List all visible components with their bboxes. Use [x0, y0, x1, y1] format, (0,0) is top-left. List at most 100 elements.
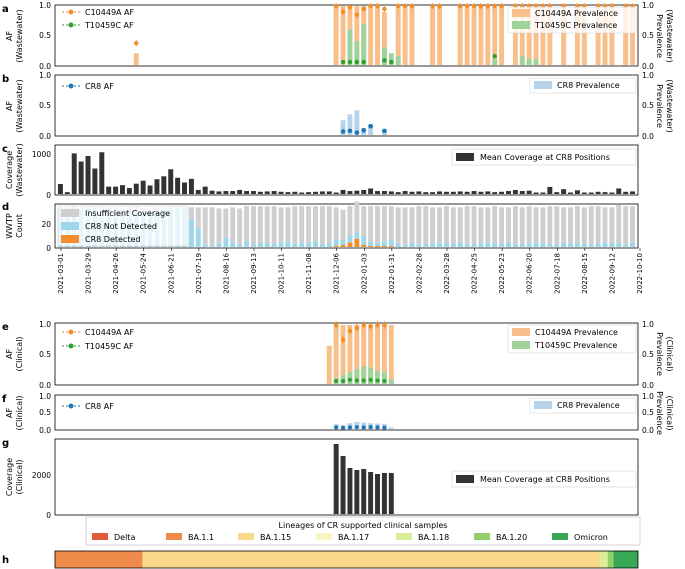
panel-a-ylabel: AF [5, 31, 14, 41]
wwtp-not-detected-bar [437, 242, 443, 247]
legend-insufficient-label: Insufficient Coverage [85, 209, 170, 218]
coverage-bar [99, 152, 105, 194]
coverage-bar [230, 191, 236, 194]
panel-a-ylabel-right-2: (Wastewater) [665, 9, 674, 63]
panel-e-frame [54, 322, 639, 386]
c10449a-prevalence-bar [375, 6, 380, 65]
panel-g-plot [333, 444, 394, 514]
wwtp-not-detected-bar [416, 244, 422, 247]
panel-e-ytick: 1.0 [39, 320, 51, 329]
wwtp-insufficient-bar [292, 206, 298, 244]
wwtp-insufficient-bar [519, 207, 525, 244]
c10449a-af-point [361, 322, 366, 328]
c10449a-af-point [368, 3, 373, 9]
wwtp-not-detected-bar [354, 233, 360, 239]
wwtp-insufficient-bar [230, 207, 236, 243]
c10449a-prevalence-bar [402, 6, 408, 65]
panel-c-label: c [2, 144, 8, 155]
c10449a-af-point [409, 3, 415, 9]
wwtp-not-detected-bar [533, 242, 539, 247]
wwtp-not-detected-bar [499, 243, 505, 247]
c10449a-af-point [464, 3, 470, 9]
wwtp-not-detected-bar [616, 242, 622, 247]
lineage-legend-swatch [396, 533, 412, 540]
date-tick-label: 2022-08-15 [581, 253, 589, 294]
coverage-bar [416, 191, 422, 194]
c10449a-prevalence-bar [464, 6, 470, 65]
c10449a-af-point [375, 3, 380, 9]
t10459c-prevalence-bar [354, 369, 360, 384]
panel-a-frame [54, 4, 639, 67]
wwtp-insufficient-bar [623, 206, 629, 245]
cr8-af-point [354, 425, 359, 430]
panel-e-ytick-right: 0.0 [642, 381, 654, 390]
c10449a-prevalence-bar [340, 325, 346, 384]
panel-f-legend-left: CR8 AF [62, 402, 114, 411]
panel-f-yticks: 0.0 0.5 1.0 0.0 0.5 1.0 [39, 392, 654, 435]
panel-d-ylabel-2: Count [15, 214, 24, 238]
legend-c10449a-af-label: C10449A AF [85, 328, 135, 337]
panel-a-yticks: 0.0 0.5 1.0 0.0 0.5 1.0 [39, 1, 654, 71]
panel-f-ytick-right: 1.0 [642, 392, 654, 401]
c10449a-af-point [485, 3, 491, 9]
wwtp-not-detected-bar [299, 242, 305, 247]
wwtp-insufficient-bar [595, 206, 601, 244]
coverage-bar [299, 192, 305, 194]
coverage-bar [264, 191, 270, 194]
wwtp-insufficient-bar [368, 206, 374, 242]
c10449a-prevalence-bar [361, 325, 367, 384]
wwtp-insufficient-bar [430, 207, 436, 244]
legend-detected-label: CR8 Detected [85, 235, 140, 244]
wwtp-not-detected-bar [230, 242, 236, 247]
panel-f-legend-right: CR8 Prevalence [529, 397, 637, 414]
wwtp-insufficient-bar [423, 206, 429, 244]
coverage-bar [388, 473, 394, 514]
c10449a-prevalence-bar [340, 6, 346, 65]
panel-b-ytick: 0.0 [39, 132, 51, 141]
c10449a-af-point [458, 3, 463, 9]
c10449a-prevalence-bar [368, 6, 374, 65]
legend-cr8-prev-label: CR8 Prevalence [557, 81, 620, 90]
panel-e-plot [326, 321, 394, 384]
date-tick-label: 2021-10-11 [278, 253, 286, 294]
coverage-bar [120, 185, 125, 194]
coverage-bar [216, 191, 222, 194]
wwtp-not-detected-bar [209, 245, 215, 247]
date-axis: 2021-03-01 2021-03-29 2021-04-26 2021-05-24… [57, 248, 644, 294]
coverage-bar [85, 155, 91, 194]
panel-f-ytick: 0.5 [39, 408, 51, 417]
cr8-prevalence-bar [354, 110, 360, 135]
coverage-bar [306, 192, 312, 194]
wwtp-insufficient-bar [361, 206, 367, 237]
t10459c-prevalence-bar [526, 59, 532, 65]
cr8-af-point [347, 128, 353, 134]
coverage-bar [354, 190, 360, 194]
panel-a-ylabel-right: Prevalence [655, 14, 664, 58]
legend-t10459c-prev-label: T10459C Prevalence [534, 341, 617, 350]
date-tick-label: 2022-04-25 [471, 253, 479, 294]
coverage-bar [519, 191, 525, 194]
wwtp-not-detected-bar [602, 242, 608, 247]
wwtp-not-detected-bar [188, 219, 194, 247]
coverage-bar [588, 192, 594, 194]
coverage-bar [561, 189, 567, 194]
wwtp-insufficient-bar [450, 207, 456, 244]
wwtp-insufficient-bar [264, 206, 270, 243]
c10449a-prevalence-bar [430, 6, 436, 65]
panel-g-ylabel: Coverage [5, 458, 14, 496]
coverage-bar [464, 191, 470, 194]
wwtp-insufficient-bar [616, 205, 622, 243]
wwtp-not-detected-bar [457, 242, 463, 247]
panel-b-label: b [2, 74, 9, 85]
wwtp-insufficient-bar [257, 206, 263, 244]
panel-e-ytick-right: 0.5 [642, 350, 654, 359]
wwtp-not-detected-bar [326, 243, 332, 247]
coverage-bar [78, 161, 84, 194]
c10449a-prevalence-bar [437, 6, 443, 65]
wwtp-detected-bar [354, 238, 360, 247]
panel-a-legend-right: C10449A Prevalence T10459C Prevalence [507, 6, 637, 34]
coverage-bar [175, 177, 181, 194]
wwtp-not-detected-bar [623, 244, 629, 247]
wwtp-insufficient-bar [443, 206, 449, 244]
